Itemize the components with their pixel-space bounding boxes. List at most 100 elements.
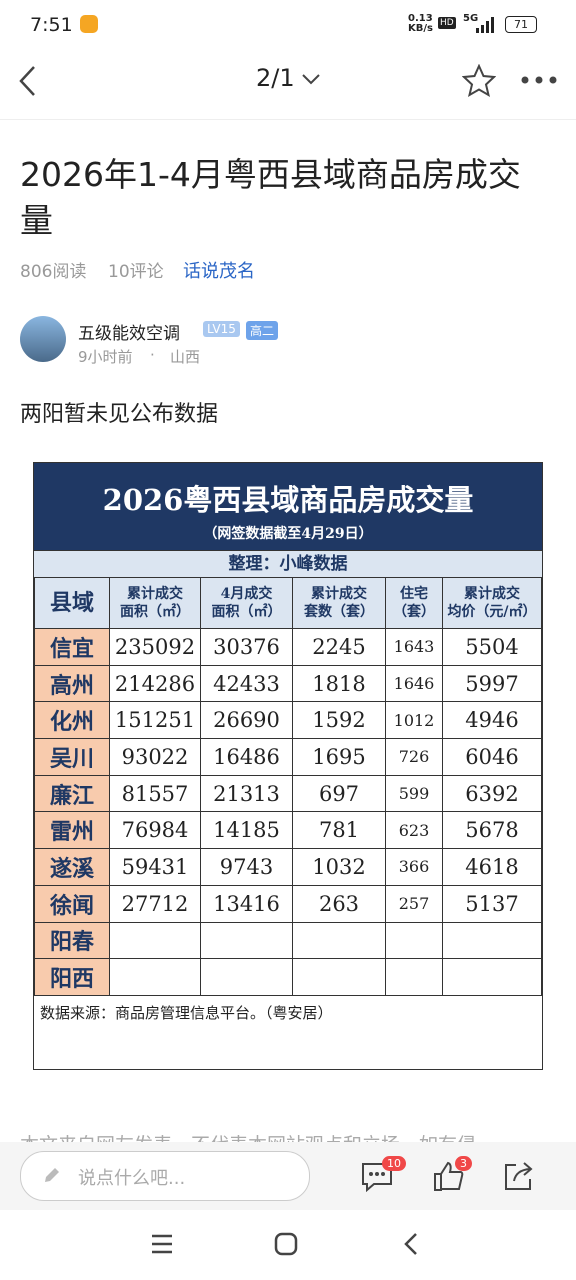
topic[interactable]: 话说茂名 bbox=[183, 261, 255, 282]
county-cell: 吴川 bbox=[34, 738, 110, 776]
header-text: 住宅 bbox=[400, 586, 428, 602]
county-cell: 徐闻 bbox=[34, 884, 110, 923]
value-cell: 14185 bbox=[200, 811, 293, 850]
divider bbox=[0, 119, 576, 120]
value-cell: 42433 bbox=[200, 664, 293, 703]
value-cell: 76984 bbox=[109, 811, 201, 850]
value-cell: 1592 bbox=[292, 701, 386, 740]
value-cell: 1646 bbox=[385, 664, 443, 703]
signal: 5G bbox=[463, 13, 479, 24]
value-cell: 599 bbox=[385, 774, 443, 813]
value-cell: 1032 bbox=[292, 848, 386, 886]
hd: HD bbox=[438, 17, 456, 29]
table-subtitle: （网签数据截至4月29日） bbox=[203, 526, 373, 542]
time: 7:51 bbox=[30, 14, 73, 36]
county-cell: 雷州 bbox=[34, 811, 110, 850]
row: 雷州 76984 14185 781 623 5678 bbox=[34, 811, 542, 850]
row: 高州 214286 42433 1818 1646 5997 bbox=[34, 664, 542, 703]
sep: · bbox=[150, 346, 155, 364]
value-cell bbox=[200, 958, 293, 996]
header-row: 县域 累计成交 面积（㎡） 4月成交 面积（㎡） 累计成交 套数（套） 住宅 （套） 累计成交 均价… bbox=[34, 577, 542, 629]
value-cell: 16486 bbox=[200, 738, 293, 776]
county-cell: 信宜 bbox=[34, 628, 110, 666]
value-cell: 26690 bbox=[200, 701, 293, 740]
unit: KB/s bbox=[408, 23, 433, 34]
value-cell bbox=[109, 958, 201, 996]
author-name[interactable]: 五级能效空调 bbox=[78, 324, 180, 344]
table-title: 2026粤西县域商品房成交量 bbox=[102, 483, 474, 517]
signal-bars bbox=[476, 17, 494, 33]
avatar[interactable] bbox=[20, 316, 66, 362]
header-text: 面积（㎡） bbox=[120, 604, 190, 620]
value-cell: 6046 bbox=[442, 738, 542, 776]
value-cell: 1695 bbox=[292, 738, 386, 776]
back-button[interactable] bbox=[16, 64, 40, 98]
favorite[interactable] bbox=[462, 64, 496, 98]
value-cell: 235092 bbox=[109, 628, 201, 666]
row: 徐闻 27712 13416 263 257 5137 bbox=[34, 884, 542, 923]
page-indicator[interactable]: 2/1 bbox=[256, 64, 295, 92]
comment-input[interactable] bbox=[20, 1151, 310, 1201]
row: 廉江 81557 21313 697 599 6392 bbox=[34, 774, 542, 813]
value-cell bbox=[109, 921, 201, 960]
value-cell: 697 bbox=[292, 774, 386, 813]
value-cell: 726 bbox=[385, 738, 443, 776]
value-cell: 1643 bbox=[385, 628, 443, 666]
like-icon[interactable] bbox=[432, 1160, 466, 1192]
value-cell: 263 bbox=[292, 884, 386, 923]
post-time: 9小时前 bbox=[78, 348, 133, 366]
value-cell: 9743 bbox=[200, 848, 293, 886]
net-speed: 0.13 KB/s bbox=[408, 14, 433, 34]
value-cell: 151251 bbox=[109, 701, 201, 740]
county-cell: 遂溪 bbox=[34, 848, 110, 886]
row: 阳西 bbox=[34, 958, 542, 996]
like-count: 3 bbox=[455, 1156, 472, 1171]
row: 遂溪 59431 9743 1032 366 4618 bbox=[34, 848, 542, 886]
header-text: 套数（套） bbox=[304, 604, 374, 620]
battery: 71 bbox=[505, 16, 537, 33]
header-text: （套） bbox=[393, 604, 435, 620]
article-title: 2026年1-4月粤西县域商品房成交量 bbox=[20, 155, 521, 240]
reads: 806阅读 bbox=[20, 262, 87, 282]
header-cell: 县域 bbox=[34, 577, 110, 629]
header-text: 累计成交 bbox=[311, 586, 367, 602]
value-cell: 781 bbox=[292, 811, 386, 850]
value-cell: 5504 bbox=[442, 628, 542, 666]
value-cell: 366 bbox=[385, 848, 443, 886]
header-text: 均价（元/㎡） bbox=[447, 604, 537, 620]
value-cell bbox=[385, 921, 443, 960]
value-cell bbox=[442, 958, 542, 996]
table-header: 2026粤西县域商品房成交量 （网签数据截至4月29日） bbox=[34, 463, 542, 551]
value-cell bbox=[442, 921, 542, 960]
row: 阳春 bbox=[34, 921, 542, 960]
value-cell: 59431 bbox=[109, 848, 201, 886]
value-cell: 4618 bbox=[442, 848, 542, 886]
value-cell bbox=[292, 921, 386, 960]
county-cell: 阳春 bbox=[34, 921, 110, 960]
value-cell: 623 bbox=[385, 811, 443, 850]
compiler: 整理：小峰数据 bbox=[34, 551, 542, 577]
location: 山西 bbox=[170, 348, 201, 366]
header-text: 面积（㎡） bbox=[211, 604, 282, 620]
value-cell: 5678 bbox=[442, 811, 542, 850]
header-text: 4月成交 bbox=[220, 586, 273, 602]
speed: 0.13 bbox=[408, 13, 433, 24]
comment-count: 10 bbox=[382, 1156, 406, 1171]
value-cell: 21313 bbox=[200, 774, 293, 813]
value-cell: 5997 bbox=[442, 664, 542, 703]
header-text: 县域 bbox=[49, 590, 94, 616]
value-cell: 93022 bbox=[109, 738, 201, 776]
value-cell: 27712 bbox=[109, 884, 201, 923]
more[interactable] bbox=[520, 74, 560, 86]
header-cell: 住宅 （套） bbox=[385, 577, 443, 629]
data-table-image: 2026粤西县域商品房成交量 （网签数据截至4月29日） 整理：小峰数据 县域 累… bbox=[33, 462, 543, 1070]
share-icon[interactable] bbox=[502, 1160, 536, 1192]
header-text: 累计成交 bbox=[464, 586, 520, 602]
value-cell: 257 bbox=[385, 884, 443, 923]
pen-icon bbox=[45, 1168, 59, 1182]
county-cell: 高州 bbox=[34, 664, 110, 703]
grade: 高二 bbox=[246, 321, 279, 340]
county-cell: 阳西 bbox=[34, 958, 110, 996]
body-text: 两阳暂未见公布数据 bbox=[20, 402, 219, 427]
